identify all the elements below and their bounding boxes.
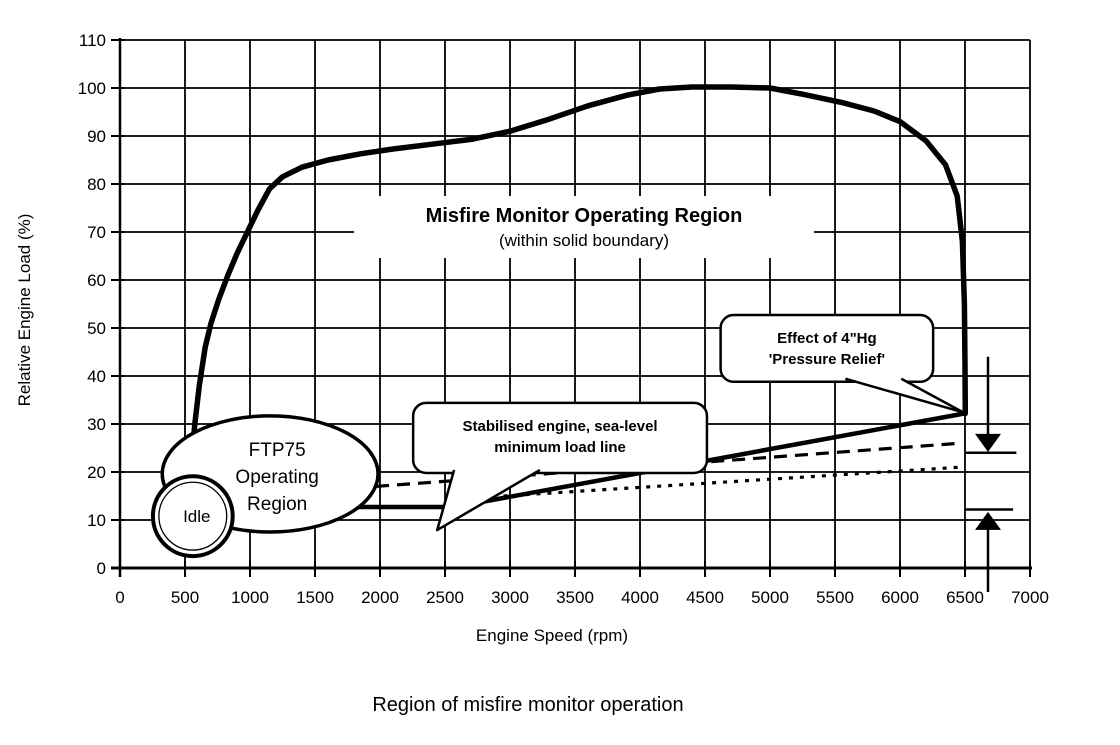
tick-label-y-40: 40 bbox=[87, 367, 106, 386]
stabilised-engine-callout-text: minimum load line bbox=[494, 439, 626, 456]
tick-label-x-4000: 4000 bbox=[621, 588, 659, 607]
x-axis-label: Engine Speed (rpm) bbox=[476, 626, 628, 645]
ftp75-operating-region-label: FTP75 bbox=[249, 440, 306, 461]
tick-label-x-5500: 5500 bbox=[816, 588, 854, 607]
pressure-relief-callout-tail bbox=[845, 377, 965, 414]
callout-layer: Stabilised engine, sea-level minimum load… bbox=[411, 313, 965, 532]
title-background bbox=[354, 196, 814, 258]
series-pressure-relief-dashed-line bbox=[375, 441, 961, 488]
tick-label-y-100: 100 bbox=[78, 79, 106, 98]
tick-label-x-5000: 5000 bbox=[751, 588, 789, 607]
tick-label-x-1500: 1500 bbox=[296, 588, 334, 607]
stabilised-engine-callout-box bbox=[411, 401, 709, 475]
minimum-load-up-arrow-head bbox=[975, 511, 1002, 530]
chart-title: Misfire Monitor Operating Region bbox=[426, 205, 743, 227]
axis-layer: 0 10 20 30 40 50 60 70 80 90 100 110 0 500 1000 1500 200… bbox=[78, 31, 1049, 607]
region-layer: FTP75 Operating Region Idle bbox=[150, 414, 380, 559]
chart-subtitle: (within solid boundary) bbox=[499, 231, 669, 250]
tick-label-x-4500: 4500 bbox=[686, 588, 724, 607]
ftp75-operating-region-label: Region bbox=[247, 494, 307, 515]
tick-label-x-6500: 6500 bbox=[946, 588, 984, 607]
pressure-relief-down-arrow-head bbox=[975, 433, 1002, 452]
stabilised-engine-callout-text: Stabilised engine, sea-level bbox=[463, 418, 658, 435]
tick-label-x-2500: 2500 bbox=[426, 588, 464, 607]
tick-label-y-110: 110 bbox=[79, 31, 106, 50]
tick-label-y-30: 30 bbox=[87, 415, 106, 434]
tick-label-y-80: 80 bbox=[87, 175, 106, 194]
tick-label-x-0: 0 bbox=[115, 588, 124, 607]
stabilised-engine-callout-tail bbox=[435, 468, 541, 532]
tick-label-x-2000: 2000 bbox=[361, 588, 399, 607]
pressure-relief-callout-box bbox=[719, 313, 935, 384]
tick-label-y-90: 90 bbox=[87, 127, 106, 146]
pressure-relief-callout-text: Effect of 4"Hg bbox=[777, 330, 877, 347]
ftp75-operating-region-label: Operating bbox=[235, 467, 318, 488]
tick-label-y-10: 10 bbox=[87, 511, 106, 530]
tick-label-x-7000: 7000 bbox=[1011, 588, 1049, 607]
tick-label-x-1000: 1000 bbox=[231, 588, 269, 607]
series-misfire-monitor-boundary bbox=[188, 84, 969, 466]
tick-label-x-3000: 3000 bbox=[491, 588, 529, 607]
y-axis-label: Relative Engine Load (%) bbox=[15, 214, 34, 407]
arrow-layer bbox=[965, 356, 1017, 592]
tick-label-y-70: 70 bbox=[87, 223, 106, 242]
title-layer: Misfire Monitor Operating Region (within… bbox=[354, 196, 814, 258]
tick-label-x-6000: 6000 bbox=[881, 588, 919, 607]
idle-region bbox=[150, 474, 235, 559]
tick-label-x-500: 500 bbox=[171, 588, 199, 607]
tick-label-y-50: 50 bbox=[87, 319, 106, 338]
figure-caption: Region of misfire monitor operation bbox=[372, 694, 683, 716]
tick-label-y-0: 0 bbox=[97, 559, 106, 578]
idle-region-inner-ring bbox=[158, 481, 228, 551]
idle-region-label: Idle bbox=[183, 507, 210, 526]
tick-label-y-20: 20 bbox=[87, 463, 106, 482]
tick-label-y-60: 60 bbox=[87, 271, 106, 290]
tick-label-x-3500: 3500 bbox=[556, 588, 594, 607]
pressure-relief-callout-text: 'Pressure Relief' bbox=[769, 351, 885, 368]
